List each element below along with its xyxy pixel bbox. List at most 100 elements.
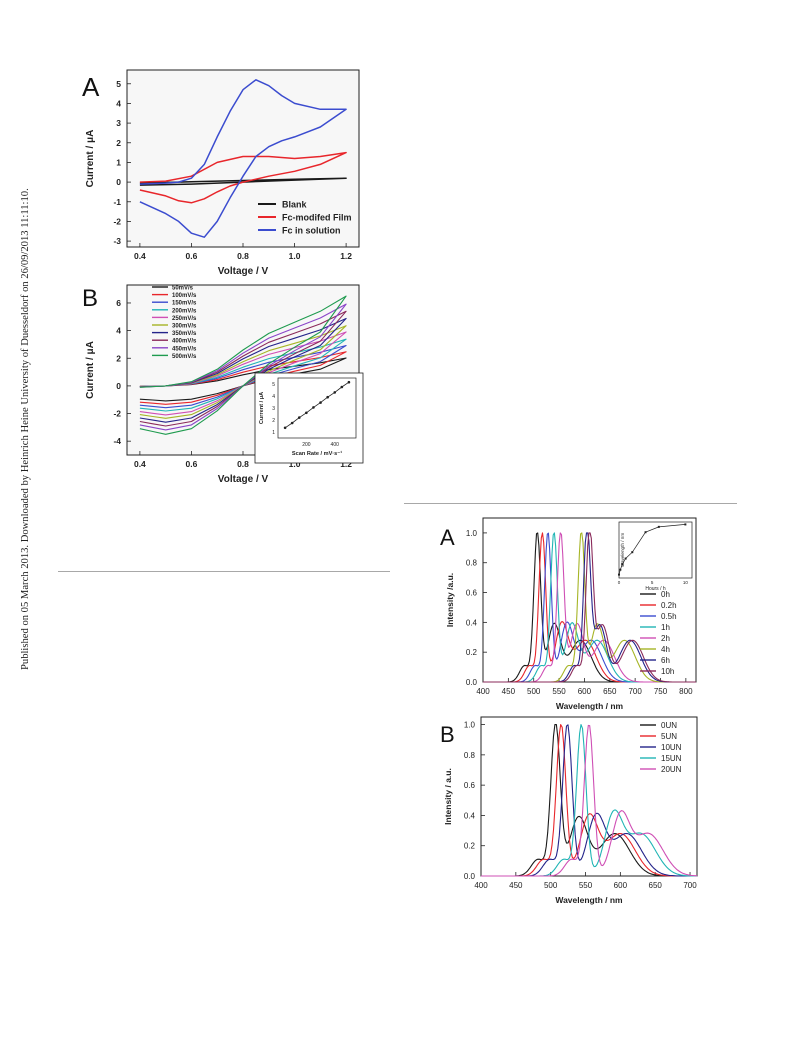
y-tick-label: 6 [116, 298, 121, 308]
legend-label: 0UN [661, 721, 677, 730]
legend-label: Blank [282, 200, 308, 210]
inset-x-tick-label: 10 [683, 580, 689, 585]
inset-y-tick-label: 2 [272, 418, 275, 424]
y-tick-label: 0.6 [464, 781, 476, 790]
series-line [139, 303, 347, 431]
y-tick-label: 0 [116, 381, 121, 391]
series-line [139, 351, 347, 405]
inset-y-label: Wavelength / nm [620, 533, 625, 567]
x-axis-label: Wavelength / nm [556, 701, 624, 711]
inset-background [254, 372, 364, 464]
inset-x-tick-label: 0 [618, 580, 621, 585]
legend-label: 15UN [661, 754, 682, 763]
inset-point [631, 551, 634, 554]
inset-x-tick-label: 200 [302, 442, 311, 448]
inset-point [340, 385, 344, 389]
x-tick-label: 0.8 [237, 251, 249, 261]
x-tick-label: 550 [579, 881, 593, 890]
x-axis-label: Voltage / V [218, 266, 269, 277]
legend-label: 500mV/s [172, 354, 197, 360]
legend-label: 350mV/s [172, 331, 197, 337]
y-axis-label: Current / μA [85, 130, 96, 188]
inset-y-tick-label: 4 [272, 394, 275, 400]
series-line [139, 310, 347, 427]
y-tick-label: 0.6 [466, 589, 478, 598]
legend-label: 6h [661, 656, 670, 665]
series-line [139, 325, 347, 419]
y-tick-label: 0.2 [464, 842, 476, 851]
x-tick-label: 500 [544, 881, 558, 890]
inset-point [326, 395, 329, 399]
inset-x-tick-label: 5 [651, 580, 654, 585]
column-rule-left [58, 571, 390, 572]
panel-letter: A [82, 72, 100, 102]
x-tick-label: 0.4 [134, 251, 146, 261]
x-tick-label: 1.0 [289, 251, 301, 261]
column-rule-right [404, 503, 737, 504]
series-line [139, 317, 347, 423]
inset-point [333, 391, 337, 394]
inset-point [305, 411, 308, 415]
inset-point [684, 523, 687, 526]
inset-y-label: Current / μA [259, 392, 265, 424]
inset-point [621, 563, 624, 566]
legend-label: 0.5h [661, 612, 677, 621]
series-line [139, 357, 347, 402]
series-line [139, 295, 347, 435]
inset-line [284, 381, 350, 429]
y-tick-label: 0.4 [464, 811, 476, 820]
legend-label: 250mV/s [172, 316, 197, 322]
legend-label: 200mV/s [172, 308, 197, 314]
inset-point [619, 568, 622, 571]
y-tick-label: 0.2 [466, 648, 478, 657]
inset-point [297, 416, 301, 419]
inset-point [283, 426, 287, 430]
x-tick-label: 550 [552, 687, 566, 696]
series-line [139, 331, 347, 416]
legend-label: 0h [661, 590, 670, 599]
inset-point [319, 401, 322, 404]
y-tick-label: -2 [113, 409, 121, 419]
inset-point [657, 525, 660, 528]
plot-frame [482, 517, 697, 683]
legend-label: 10UN [661, 743, 682, 752]
inset-point [312, 406, 315, 409]
inset-point [644, 531, 647, 534]
y-tick-label: 4 [116, 98, 121, 108]
y-tick-label: 0 [116, 177, 121, 187]
inset-point [624, 557, 627, 560]
x-axis-label: Voltage / V [218, 474, 269, 485]
inset-y-tick-label: 1 [272, 430, 275, 436]
series-line [139, 344, 347, 409]
y-tick-label: -3 [113, 236, 121, 246]
x-tick-label: 450 [509, 881, 523, 890]
y-tick-label: 0.0 [466, 678, 478, 687]
x-tick-label: 500 [527, 687, 541, 696]
x-tick-label: 0.6 [186, 251, 198, 261]
x-tick-label: 650 [603, 687, 617, 696]
legend-label: 150mV/s [172, 301, 197, 307]
inset-x-label: Hours / h [645, 586, 666, 592]
pl-panel-b: 400 450 500 550 600 650 700 0.0 0.2 0.4 0.6 0.8 1.0 W… [440, 716, 698, 905]
y-tick-label: 1.0 [466, 529, 478, 538]
inset-point [290, 421, 294, 425]
legend-label: 20UN [661, 765, 682, 774]
y-axis-label: Current / μA [85, 341, 96, 399]
cv-panel-a: 0.4 0.6 0.8 1.0 1.2 -3 -2 -1 0 1 2 3 4 5 Voltage / V Cu… [82, 69, 360, 277]
legend-label: 300mV/s [172, 324, 197, 330]
legend-label: 450mV/s [172, 346, 197, 352]
plot-frame [480, 716, 698, 877]
x-axis-label: Wavelength / nm [555, 895, 623, 905]
legend-label: Fc in solution [282, 226, 341, 236]
series-line [481, 724, 698, 877]
x-tick-label: 600 [578, 687, 592, 696]
series-line [139, 177, 347, 186]
inset-y-tick-label: 5 [272, 382, 275, 388]
panel-letter: A [440, 525, 455, 550]
x-tick-label: 0.4 [134, 459, 146, 469]
inset-frame [618, 521, 693, 579]
cv-panel-b: 0.4 0.6 0.8 1.0 1.2 -4 -2 0 2 4 6 Voltage / V Curren… [82, 284, 364, 485]
x-tick-label: 750 [654, 687, 668, 696]
x-tick-label: 700 [628, 687, 642, 696]
y-tick-label: -2 [113, 216, 121, 226]
